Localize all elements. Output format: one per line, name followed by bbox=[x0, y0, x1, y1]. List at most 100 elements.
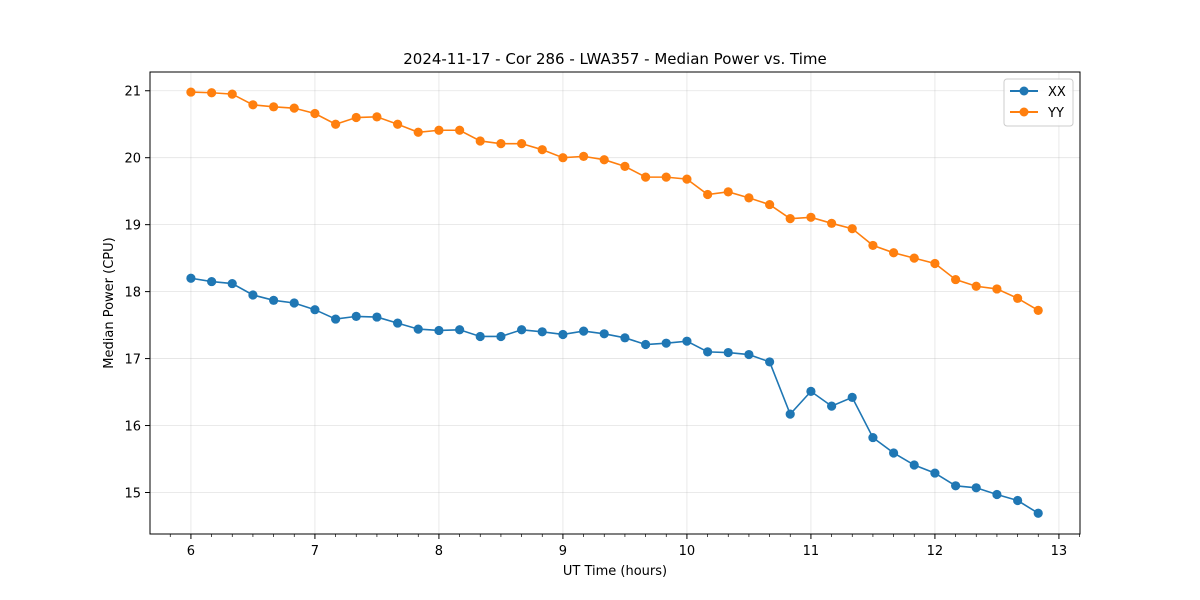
data-point-xx bbox=[393, 318, 403, 328]
data-point-xx bbox=[744, 349, 754, 360]
data-point-yy bbox=[599, 155, 609, 165]
data-point-yy bbox=[827, 218, 837, 228]
legend-marker-yy bbox=[1019, 107, 1029, 117]
data-point-xx bbox=[227, 278, 237, 289]
data-point-yy bbox=[558, 153, 568, 163]
data-point-yy bbox=[723, 187, 733, 197]
data-point-xx bbox=[413, 324, 423, 334]
data-point-xx bbox=[331, 314, 341, 324]
data-point-yy bbox=[930, 258, 940, 269]
data-point-xx bbox=[1033, 508, 1043, 518]
data-point-yy bbox=[806, 212, 816, 222]
data-point-xx bbox=[186, 273, 196, 283]
data-point-yy bbox=[620, 161, 630, 172]
data-point-xx bbox=[455, 325, 465, 335]
data-point-yy bbox=[682, 174, 692, 184]
data-point-xx bbox=[951, 481, 961, 491]
x-tick-label: 10 bbox=[679, 544, 696, 559]
y-tick-label: 15 bbox=[124, 486, 141, 501]
data-point-yy bbox=[971, 281, 981, 291]
data-point-yy bbox=[475, 136, 485, 146]
data-point-yy bbox=[227, 89, 237, 99]
data-point-xx bbox=[889, 448, 899, 458]
x-tick-label: 8 bbox=[435, 544, 443, 559]
data-point-yy bbox=[207, 88, 217, 98]
data-point-xx bbox=[351, 311, 361, 321]
y-tick-label: 21 bbox=[124, 85, 141, 100]
data-point-xx bbox=[785, 409, 795, 419]
data-point-xx bbox=[992, 489, 1002, 500]
data-point-xx bbox=[310, 305, 320, 315]
data-point-xx bbox=[537, 327, 547, 337]
data-point-yy bbox=[517, 139, 527, 149]
y-tick-label: 17 bbox=[124, 353, 141, 368]
data-point-yy bbox=[785, 214, 795, 224]
data-point-xx bbox=[517, 325, 527, 335]
data-point-yy bbox=[703, 189, 713, 200]
data-point-xx bbox=[641, 339, 651, 350]
data-point-yy bbox=[372, 112, 382, 122]
plot-frame bbox=[149, 71, 1081, 535]
data-point-xx bbox=[971, 483, 981, 493]
series-layer bbox=[186, 87, 1043, 518]
data-point-yy bbox=[744, 193, 754, 203]
data-point-xx bbox=[496, 331, 506, 342]
data-point-xx bbox=[868, 432, 878, 443]
data-point-xx bbox=[475, 331, 485, 342]
x-tick-label: 6 bbox=[187, 544, 195, 559]
y-tick-label: 20 bbox=[124, 152, 141, 167]
data-point-xx bbox=[827, 401, 837, 411]
data-point-yy bbox=[765, 199, 775, 210]
data-point-yy bbox=[289, 103, 299, 113]
y-tick-label: 16 bbox=[124, 420, 141, 435]
data-point-xx bbox=[269, 295, 279, 305]
data-point-xx bbox=[558, 329, 568, 340]
data-point-yy bbox=[1013, 293, 1023, 303]
data-point-xx bbox=[806, 386, 816, 396]
data-point-xx bbox=[579, 326, 589, 336]
data-point-yy bbox=[331, 119, 341, 129]
data-point-xx bbox=[434, 325, 444, 336]
data-point-yy bbox=[413, 127, 423, 137]
x-tick-label: 11 bbox=[803, 544, 820, 559]
data-point-yy bbox=[868, 240, 878, 251]
data-point-xx bbox=[682, 336, 692, 346]
data-point-yy bbox=[537, 145, 547, 155]
y-tick-label: 18 bbox=[124, 286, 141, 301]
data-point-yy bbox=[847, 224, 857, 234]
data-point-yy bbox=[455, 125, 465, 135]
data-point-yy bbox=[186, 87, 196, 97]
y-axis-label: Median Power (CPU) bbox=[102, 237, 117, 368]
data-point-yy bbox=[496, 139, 506, 149]
data-point-xx bbox=[1013, 495, 1023, 506]
data-point-xx bbox=[289, 298, 299, 308]
data-point-yy bbox=[310, 108, 320, 119]
data-point-xx bbox=[723, 347, 733, 358]
grid bbox=[150, 72, 1080, 534]
data-point-xx bbox=[930, 468, 940, 478]
data-point-xx bbox=[599, 329, 609, 339]
data-point-yy bbox=[269, 102, 279, 112]
legend-label-xx: XX bbox=[1048, 85, 1066, 100]
chart-title: 2024-11-17 - Cor 286 - LWA357 - Median P… bbox=[403, 50, 827, 68]
data-point-yy bbox=[351, 112, 361, 123]
data-point-yy bbox=[434, 125, 444, 135]
data-point-yy bbox=[579, 151, 589, 161]
x-axis-label: UT Time (hours) bbox=[563, 564, 667, 579]
data-point-yy bbox=[393, 119, 403, 129]
y-tick-label: 19 bbox=[124, 219, 141, 234]
data-point-xx bbox=[909, 460, 919, 470]
data-point-xx bbox=[703, 347, 713, 357]
data-point-xx bbox=[372, 312, 382, 322]
x-tick-label: 9 bbox=[559, 544, 567, 559]
x-axis: 6 7 8 9 10 11 12 13 bbox=[169, 534, 1080, 559]
y-axis: 15 16 17 18 19 20 21 bbox=[124, 85, 150, 501]
data-point-yy bbox=[1033, 305, 1043, 315]
legend-marker-xx bbox=[1019, 86, 1029, 96]
data-point-xx bbox=[661, 338, 671, 348]
legend: XX YY bbox=[1003, 78, 1074, 127]
data-point-yy bbox=[248, 100, 258, 110]
x-tick-label: 7 bbox=[311, 544, 319, 559]
